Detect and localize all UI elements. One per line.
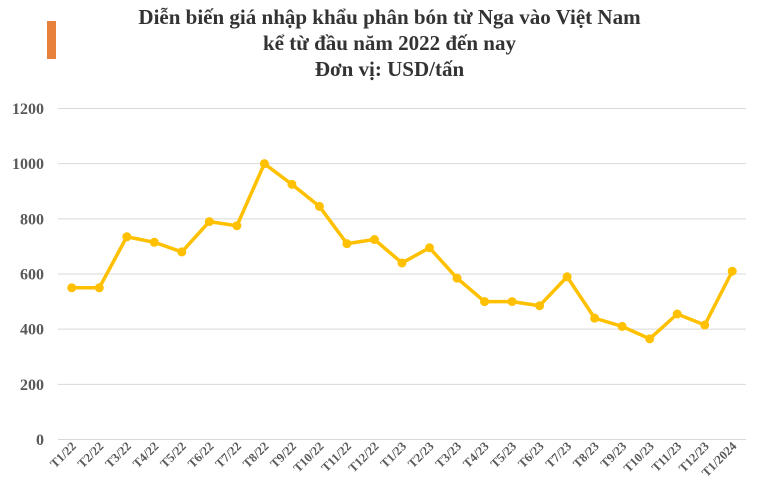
x-tick-label: T2/23 bbox=[405, 439, 437, 471]
data-point-marker bbox=[727, 266, 737, 276]
gridlines bbox=[58, 108, 746, 440]
y-tick-label: 600 bbox=[20, 267, 44, 284]
x-tick-label: T6/22 bbox=[185, 439, 217, 471]
data-point-marker bbox=[67, 283, 77, 293]
chart-title-line2: kể từ đầu năm 2022 đến nay bbox=[263, 31, 516, 55]
title-accent-bar bbox=[47, 21, 56, 59]
chart-title-line1: Diễn biến giá nhập khẩu phân bón từ Nga … bbox=[138, 5, 641, 29]
data-point-marker bbox=[259, 159, 269, 169]
y-tick-label: 800 bbox=[20, 211, 44, 228]
data-point-marker bbox=[149, 237, 159, 247]
x-tick-label: T10/23 bbox=[621, 439, 657, 475]
x-tick-label: T1/22 bbox=[47, 439, 79, 471]
x-tick-label: T5/22 bbox=[157, 439, 189, 471]
y-tick-label: 1000 bbox=[12, 156, 44, 173]
data-point-marker bbox=[287, 179, 297, 189]
x-tick-label: T6/23 bbox=[515, 439, 547, 471]
x-axis-tick-labels: T1/22T2/22T3/22T4/22T5/22T6/22T7/22T8/22… bbox=[47, 439, 740, 480]
data-point-marker bbox=[672, 309, 682, 319]
chart-header: Diễn biến giá nhập khẩu phân bón từ Nga … bbox=[20, 4, 759, 82]
data-point-marker bbox=[314, 201, 324, 211]
data-point-marker bbox=[562, 272, 572, 282]
data-point-markers bbox=[67, 159, 737, 344]
chart-unit-label: Đơn vị: USD/tấn bbox=[314, 57, 465, 81]
x-tick-label: T7/23 bbox=[543, 439, 575, 471]
x-tick-label: T8/23 bbox=[570, 439, 602, 471]
x-tick-label: T5/23 bbox=[488, 439, 520, 471]
data-point-marker bbox=[204, 217, 214, 227]
x-tick-label: T7/22 bbox=[212, 439, 244, 471]
data-point-marker bbox=[480, 297, 490, 307]
data-point-marker bbox=[94, 283, 104, 293]
y-tick-label: 400 bbox=[20, 322, 44, 339]
x-tick-label: T3/22 bbox=[102, 439, 134, 471]
x-tick-label: T4/23 bbox=[460, 439, 492, 471]
data-point-marker bbox=[535, 301, 545, 311]
x-tick-label: T4/22 bbox=[130, 439, 162, 471]
data-point-marker bbox=[369, 235, 379, 245]
y-tick-label: 1200 bbox=[12, 101, 44, 118]
y-tick-label: 200 bbox=[20, 377, 44, 394]
x-tick-label: T1/23 bbox=[378, 439, 410, 471]
y-tick-label: 0 bbox=[36, 432, 44, 449]
data-point-marker bbox=[617, 321, 627, 331]
data-point-marker bbox=[177, 247, 187, 257]
data-point-marker bbox=[397, 258, 407, 268]
data-point-marker bbox=[122, 232, 132, 242]
x-tick-label: T3/23 bbox=[433, 439, 465, 471]
data-point-marker bbox=[425, 243, 435, 253]
data-point-marker bbox=[232, 221, 242, 231]
data-point-marker bbox=[452, 273, 462, 283]
data-point-marker bbox=[590, 313, 600, 323]
x-tick-label: T10/22 bbox=[291, 439, 327, 475]
data-point-marker bbox=[507, 297, 517, 307]
y-axis-tick-labels: 0 200 400 600 800 1000 1200 bbox=[12, 101, 44, 449]
data-point-marker bbox=[342, 239, 352, 249]
x-tick-label: T12/22 bbox=[346, 439, 382, 475]
x-tick-label: T8/22 bbox=[240, 439, 272, 471]
data-point-marker bbox=[645, 334, 655, 344]
x-tick-label: T2/22 bbox=[75, 439, 107, 471]
price-line bbox=[70, 161, 734, 341]
data-point-marker bbox=[700, 320, 710, 330]
